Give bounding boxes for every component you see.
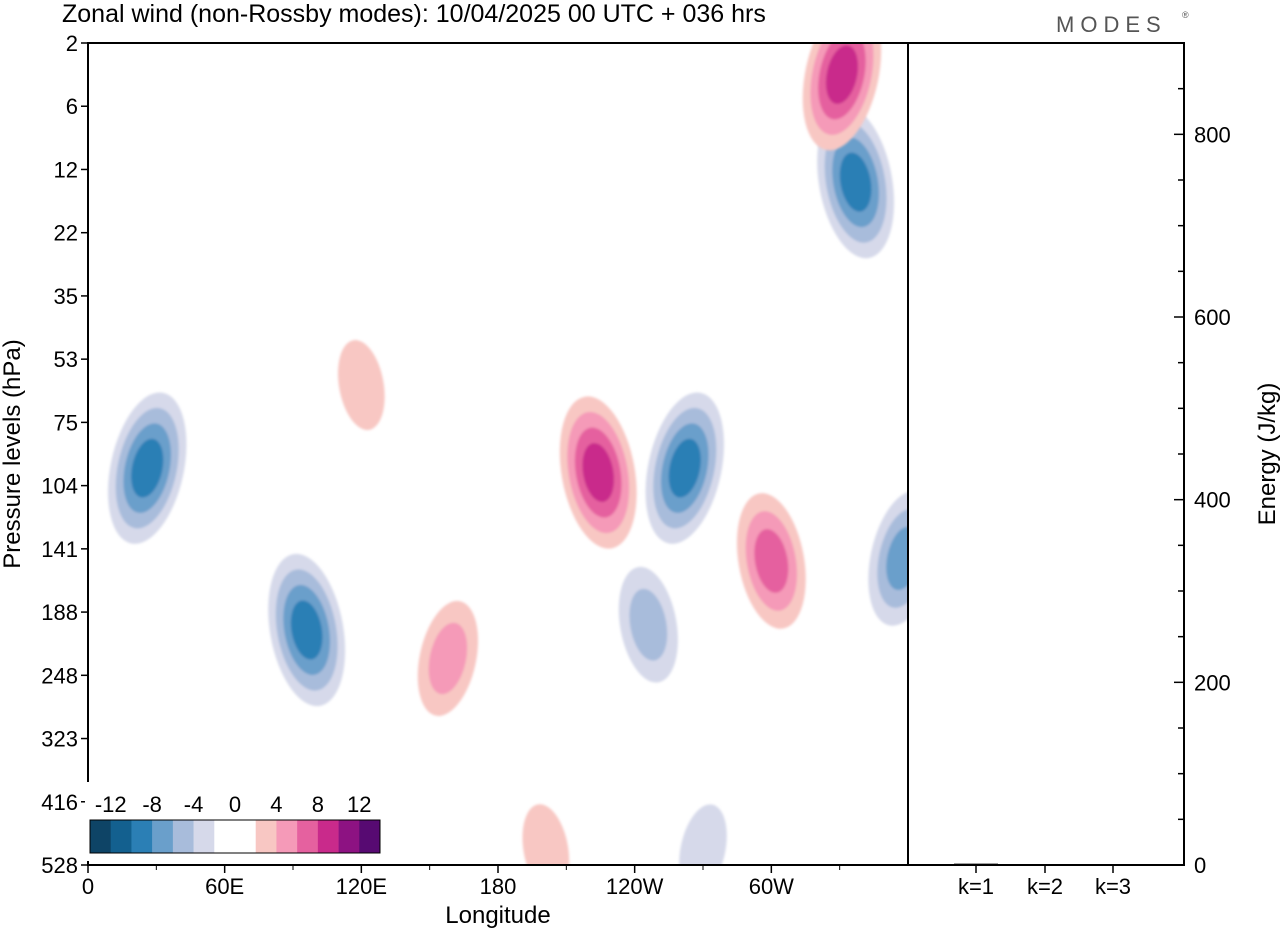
colorbar-swatch (359, 820, 381, 853)
colorbar-swatch (255, 820, 277, 853)
x-tick-label: 180 (480, 874, 517, 899)
energy-tick-label: 800 (1194, 122, 1231, 147)
contour-level (522, 804, 570, 865)
contour-level (886, 526, 908, 590)
wind-feature (679, 804, 727, 865)
chart-title: Zonal wind (non-Rossby modes): 10/04/202… (62, 0, 766, 28)
colorbar-label: 8 (312, 792, 324, 817)
colorbar-swatch (235, 820, 257, 853)
x-tick-label: 120E (336, 874, 387, 899)
contour-level (629, 588, 668, 661)
y-tick-label: 528 (41, 853, 78, 878)
wind-feature (108, 392, 187, 544)
wind-feature (618, 566, 678, 683)
x-tick-label: 120W (606, 874, 664, 899)
modes-logo-mark: ® (1182, 10, 1189, 20)
x-axis: 0 60E 120E 180 120W 60W (82, 865, 841, 899)
energy-axis: 0 200 400 600 800 (1174, 42, 1231, 878)
wind-feature (868, 490, 908, 626)
energy-axis-label: Energy (J/kg) (1254, 383, 1280, 526)
k-tick-label: k=3 (1095, 874, 1131, 899)
colorbar-legend: -12 -8 -4 0 4 8 12 (85, 782, 385, 861)
contour-level (290, 600, 323, 660)
y-tick-label: 141 (41, 537, 78, 562)
contour-level (679, 804, 727, 865)
energy-panel-frame (907, 42, 1185, 866)
modes-logo: MODES (1056, 12, 1167, 37)
wind-feature (802, 43, 882, 151)
colorbar-swatch (90, 820, 112, 853)
contour-level (337, 340, 385, 430)
colorbar-swatch (172, 820, 194, 853)
energy-bar (1091, 864, 1135, 866)
heatmap-field (108, 43, 908, 865)
colorbar-label: -8 (142, 792, 162, 817)
wavenumber-axis: k=1 k=2 k=3 (958, 865, 1131, 899)
y-tick-label: 416 (41, 790, 78, 815)
energy-bar (1023, 864, 1067, 866)
k-tick-label: k=2 (1027, 874, 1063, 899)
contour-level (825, 45, 859, 104)
colorbar-swatch (338, 820, 360, 853)
x-axis-label: Longitude (445, 902, 550, 929)
y-tick-label: 75 (54, 410, 78, 435)
colorbar-swatch (214, 820, 236, 853)
colorbar-label: 4 (270, 792, 282, 817)
contour-level (668, 438, 701, 498)
contour-level (839, 152, 872, 212)
x-tick-label: 0 (82, 874, 94, 899)
colorbar-swatch (276, 820, 298, 853)
contour-level (131, 438, 164, 498)
energy-tick-label: 0 (1194, 853, 1206, 878)
colorbar-label: 12 (347, 792, 371, 817)
wind-feature (522, 804, 570, 865)
colorbar-border (89, 819, 381, 854)
colorbar-swatch (110, 820, 132, 853)
y-tick-label: 104 (41, 474, 78, 499)
y-tick-label: 22 (54, 221, 78, 246)
colorbar-label: 0 (229, 792, 241, 817)
contour-level (582, 443, 615, 502)
y-tick-label: 35 (54, 284, 78, 309)
colorbar-swatch (152, 820, 174, 853)
colorbar-swatch (131, 820, 153, 853)
wind-feature (268, 553, 346, 707)
heatmap-frame (87, 42, 909, 866)
y-tick-label: 53 (54, 347, 78, 372)
y-tick-label: 248 (41, 663, 78, 688)
y-tick-label: 6 (66, 94, 78, 119)
wind-feature (559, 396, 637, 549)
y-tick-label: 188 (41, 600, 78, 625)
colorbar-label: -4 (184, 792, 204, 817)
contour-level (754, 529, 789, 593)
wind-feature (417, 600, 479, 716)
x-tick-label: 60E (205, 874, 244, 899)
energy-tick-label: 400 (1194, 488, 1231, 513)
k-tick-label: k=1 (958, 874, 994, 899)
y-tick-label: 2 (66, 31, 78, 56)
energy-tick-label: 200 (1194, 670, 1231, 695)
energy-bars (954, 863, 1135, 866)
contour-level (428, 622, 468, 695)
y-tick-label: 323 (41, 727, 78, 752)
y-tick-label: 12 (54, 157, 78, 182)
colorbar-swatch (317, 820, 339, 853)
energy-bar (954, 863, 998, 865)
wind-feature (736, 493, 806, 629)
colorbar-label: -12 (95, 792, 127, 817)
x-tick-label: 60W (749, 874, 794, 899)
energy-tick-label: 600 (1194, 305, 1231, 330)
y-axis: 2 6 12 22 35 53 75 104 141 188 248 323 416 528 (41, 31, 88, 878)
colorbar-swatch (193, 820, 215, 853)
y-axis-label: Pressure levels (hPa) (0, 339, 26, 568)
wind-feature (337, 340, 385, 430)
wind-feature (645, 392, 724, 544)
colorbar-swatch (297, 820, 319, 853)
